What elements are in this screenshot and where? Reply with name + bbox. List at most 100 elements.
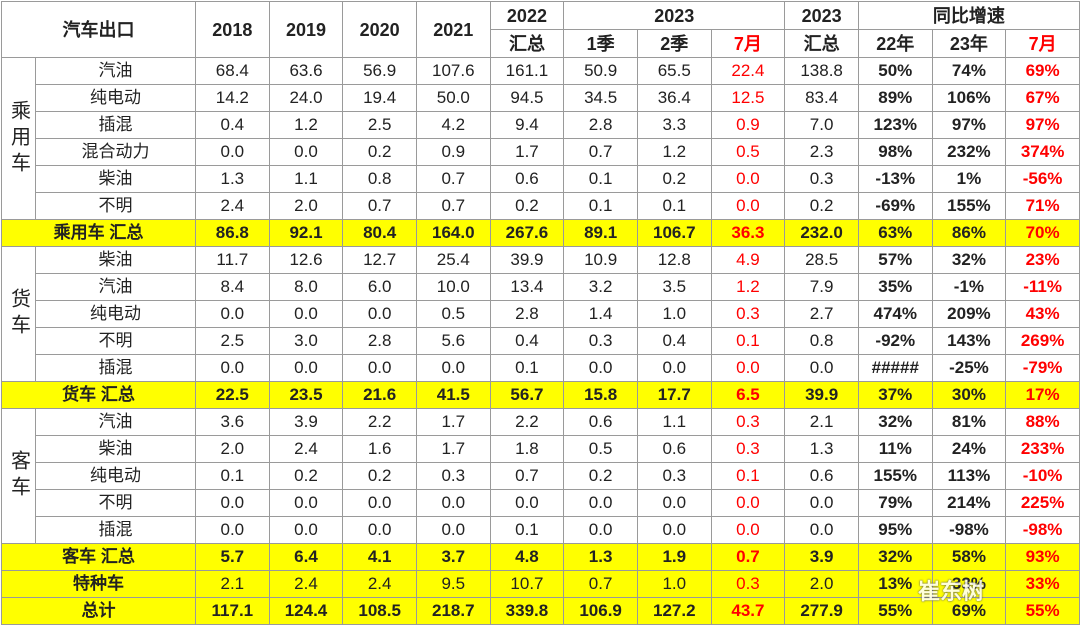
value-cell: 1.8 [489,435,565,463]
value-cell: 0.0 [784,354,859,382]
row-label: 不明 [35,489,196,517]
value-cell: 92.1 [268,219,344,247]
value-cell: 12.7 [342,246,417,274]
value-cell: 0.2 [563,462,638,490]
value-cell: -69% [857,192,933,220]
total-row: 乘用车 汇总 86.8 92.1 80.4 164.0 267.6 89.1 106.7 36.… [1,219,1080,247]
value-cell: 21.6 [342,381,417,409]
value-cell: ##### [857,354,933,382]
value-cell: 0.2 [342,138,417,166]
value-cell: 2.4 [342,570,417,598]
value-cell: 13% [857,570,933,598]
total-row: 客车 汇总 5.7 6.4 4.1 3.7 4.8 1.3 1.9 0.7 3.9 32% 58% 93… [1,543,1080,571]
row-label: 货车 汇总 [1,381,196,409]
value-cell: 1.1 [636,408,712,436]
value-cell: 0.4 [489,327,565,355]
value-cell: 67% [1005,84,1080,112]
value-cell: 81% [931,408,1007,436]
value-cell: 218.7 [415,597,491,625]
value-cell: 0.0 [195,516,270,544]
value-cell: 0.0 [636,354,712,382]
row-label: 插混 [35,516,196,544]
value-cell: 0.0 [268,354,344,382]
value-cell: 5.7 [195,543,270,571]
value-cell: 3.9 [268,408,344,436]
header-cell: 同比增速 [857,1,1080,30]
value-cell: -1% [931,273,1007,301]
value-cell: 0.0 [342,354,417,382]
value-cell: 0.7 [563,570,638,598]
value-cell: 0.3 [415,462,491,490]
value-cell: 124.4 [268,597,344,625]
value-cell: 0.3 [710,435,786,463]
value-cell: 50.0 [415,84,491,112]
data-row: 汽油 8.4 8.0 6.0 10.0 13.4 3.2 3.5 1.2 7.9 35% -1% -11… [2,273,1080,301]
row-label: 汽油 [35,273,196,301]
value-cell: 0.0 [268,300,344,328]
value-cell: 0.0 [415,516,491,544]
value-cell: 70% [1005,219,1080,247]
value-cell: 2.8 [563,111,638,139]
value-cell: 0.7 [415,192,491,220]
row-label: 混合动力 [35,138,196,166]
value-cell: 55% [857,597,933,625]
header-row: 汽车出口 2018 2019 2020 2021 2022 2023 2023 同比增速 [1,1,1080,58]
value-cell: 0.4 [195,111,270,139]
value-cell: 12.8 [636,246,712,274]
special-row: 特种车 2.1 2.4 2.4 9.5 10.7 0.7 1.0 0.3 2.0 13% 33% 33% [1,570,1080,598]
value-cell: 0.0 [195,489,270,517]
value-cell: 86.8 [195,219,270,247]
row-label: 插混 [35,354,196,382]
data-row: 柴油 2.0 2.4 1.6 1.7 1.8 0.5 0.6 0.3 1.3 11% 24% 233% [2,435,1080,463]
value-cell: 1.1 [268,165,344,193]
header-cell: 汇总 [489,29,565,58]
value-cell: 39.9 [489,246,565,274]
value-cell: 2.4 [195,192,270,220]
row-label: 纯电动 [35,84,196,112]
row-label: 纯电动 [35,300,196,328]
value-cell: 58% [931,543,1007,571]
value-cell: 3.3 [636,111,712,139]
value-cell: -11% [1005,273,1080,301]
value-cell: 2.8 [489,300,565,328]
value-cell: 63.6 [268,57,344,85]
value-cell: 225% [1005,489,1080,517]
row-label: 汽油 [35,408,196,436]
value-cell: 23% [1005,246,1080,274]
value-cell: 164.0 [415,219,491,247]
data-row: 插混 0.4 1.2 2.5 4.2 9.4 2.8 3.3 0.9 7.0 123% 97% 97% [2,111,1080,139]
value-cell: 10.7 [489,570,565,598]
header-cell: 汇总 [784,29,859,58]
value-cell: 0.0 [342,300,417,328]
value-cell: 117.1 [195,597,270,625]
value-cell: 0.0 [784,516,859,544]
value-cell: 4.1 [342,543,417,571]
value-cell: 0.3 [710,570,786,598]
value-cell: 232% [931,138,1007,166]
value-cell: 214% [931,489,1007,517]
value-cell: 7.0 [784,111,859,139]
value-cell: 0.1 [710,462,786,490]
value-cell: 41.5 [415,381,491,409]
row-label: 不明 [35,192,196,220]
value-cell: 37% [857,381,933,409]
value-cell: 233% [1005,435,1080,463]
value-cell: 0.1 [563,192,638,220]
value-cell: 43.7 [710,597,786,625]
value-cell: 0.2 [268,462,344,490]
value-cell: 267.6 [489,219,565,247]
value-cell: 0.7 [342,192,417,220]
value-cell: 0.0 [563,489,638,517]
value-cell: 374% [1005,138,1080,166]
data-row: 不明 2.4 2.0 0.7 0.7 0.2 0.1 0.1 0.0 0.2 -69% 155% 71% [2,192,1080,220]
data-row: 不明 2.5 3.0 2.8 5.6 0.4 0.3 0.4 0.1 0.8 -92% 143% 269… [2,327,1080,355]
value-cell: -10% [1005,462,1080,490]
value-cell: 4.2 [415,111,491,139]
data-row: 混合动力 0.0 0.0 0.2 0.9 1.7 0.7 1.2 0.5 2.3 98% 232% 37… [2,138,1080,166]
value-cell: 89% [857,84,933,112]
value-cell: 0.2 [636,165,712,193]
value-cell: 0.0 [710,354,786,382]
value-cell: 2.5 [342,111,417,139]
value-cell: 11% [857,435,933,463]
